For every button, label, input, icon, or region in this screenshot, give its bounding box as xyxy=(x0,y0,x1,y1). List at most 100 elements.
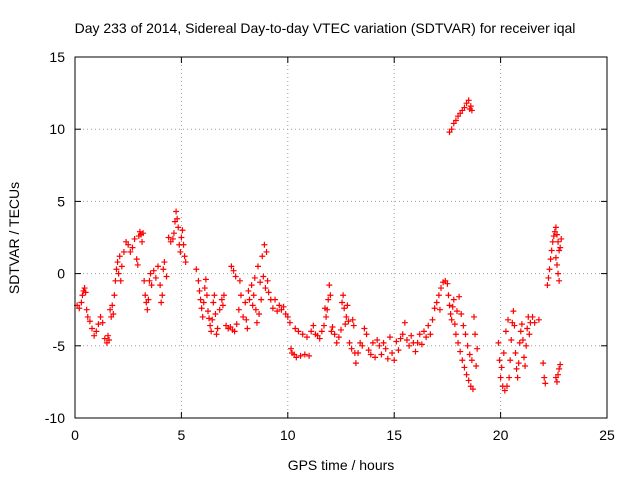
data-point xyxy=(101,335,108,342)
data-point xyxy=(318,328,325,335)
data-point xyxy=(253,319,260,326)
data-point xyxy=(152,274,159,281)
data-point xyxy=(154,263,161,270)
data-point xyxy=(109,302,116,309)
data-point xyxy=(173,208,180,215)
data-point xyxy=(84,313,91,320)
data-point xyxy=(412,348,419,355)
data-point xyxy=(425,322,432,329)
data-point xyxy=(558,235,565,242)
data-point xyxy=(496,357,503,364)
data-point xyxy=(170,230,177,237)
data-point xyxy=(546,266,553,273)
data-point xyxy=(146,277,153,284)
data-point xyxy=(460,322,467,329)
data-point xyxy=(547,256,554,263)
data-point xyxy=(257,279,264,286)
data-point xyxy=(389,350,396,357)
data-point xyxy=(529,313,536,320)
data-point xyxy=(501,387,508,394)
data-point xyxy=(295,328,302,335)
data-point xyxy=(89,325,96,332)
data-point xyxy=(461,104,468,111)
x-tick-label: 0 xyxy=(71,427,79,443)
data-point xyxy=(448,126,455,133)
data-point xyxy=(235,306,242,313)
data-point xyxy=(220,292,227,299)
data-point xyxy=(308,328,315,335)
data-point xyxy=(243,316,250,323)
data-point xyxy=(256,311,263,318)
data-point xyxy=(200,299,207,306)
data-point xyxy=(83,306,90,313)
data-point xyxy=(159,292,166,299)
data-point xyxy=(329,324,336,331)
data-point xyxy=(79,292,86,299)
data-point xyxy=(414,339,421,346)
data-point xyxy=(276,302,283,309)
data-point xyxy=(286,319,293,326)
data-point xyxy=(447,311,454,318)
data-point xyxy=(112,277,119,284)
data-point xyxy=(459,357,466,364)
data-point xyxy=(514,374,521,381)
x-tick-label: 25 xyxy=(599,427,615,443)
data-point xyxy=(399,331,406,338)
data-point xyxy=(445,292,452,299)
data-point xyxy=(252,306,259,313)
data-point xyxy=(233,321,240,328)
data-point xyxy=(497,374,504,381)
data-point xyxy=(372,354,379,361)
data-point xyxy=(203,292,210,299)
data-point xyxy=(367,351,374,358)
data-point xyxy=(246,296,253,303)
data-point xyxy=(145,296,152,303)
data-point xyxy=(255,263,262,270)
data-point xyxy=(431,305,438,312)
data-point xyxy=(193,266,200,273)
data-point xyxy=(452,331,459,338)
data-point xyxy=(97,313,104,320)
data-point xyxy=(218,296,225,303)
data-point xyxy=(495,339,502,346)
data-point xyxy=(346,339,353,346)
data-point xyxy=(395,347,402,354)
data-point xyxy=(202,276,209,283)
data-point xyxy=(274,308,281,315)
data-point xyxy=(468,107,475,114)
data-point xyxy=(453,308,460,315)
data-point xyxy=(230,267,237,274)
tick-labels: 0 5 10 15 20 25 -10 -5 0 5 10 15 xyxy=(45,49,615,443)
data-point xyxy=(433,299,440,306)
data-point xyxy=(299,331,306,338)
data-point xyxy=(158,299,165,306)
data-point xyxy=(535,316,542,323)
data-point xyxy=(556,277,563,284)
data-point xyxy=(403,337,410,344)
data-point xyxy=(382,345,389,352)
data-point xyxy=(263,248,270,255)
data-point xyxy=(416,331,423,338)
data-point xyxy=(506,374,513,381)
data-point xyxy=(316,335,323,342)
data-point xyxy=(401,319,408,326)
data-point xyxy=(333,339,340,346)
data-point xyxy=(280,303,287,310)
data-point xyxy=(236,277,243,284)
axis-ticks xyxy=(74,56,608,419)
data-point xyxy=(457,348,464,355)
data-point xyxy=(555,371,562,378)
data-point xyxy=(466,351,473,358)
data-point xyxy=(117,277,124,284)
data-point xyxy=(524,325,531,332)
x-axis-label: GPS time / hours xyxy=(288,457,395,473)
data-point xyxy=(216,306,223,313)
data-point xyxy=(429,316,436,323)
data-point xyxy=(240,313,247,320)
data-point xyxy=(248,282,255,289)
data-point xyxy=(139,238,146,245)
data-point xyxy=(446,302,453,309)
data-point xyxy=(363,331,370,338)
data-point xyxy=(468,357,475,364)
data-point xyxy=(550,233,557,240)
